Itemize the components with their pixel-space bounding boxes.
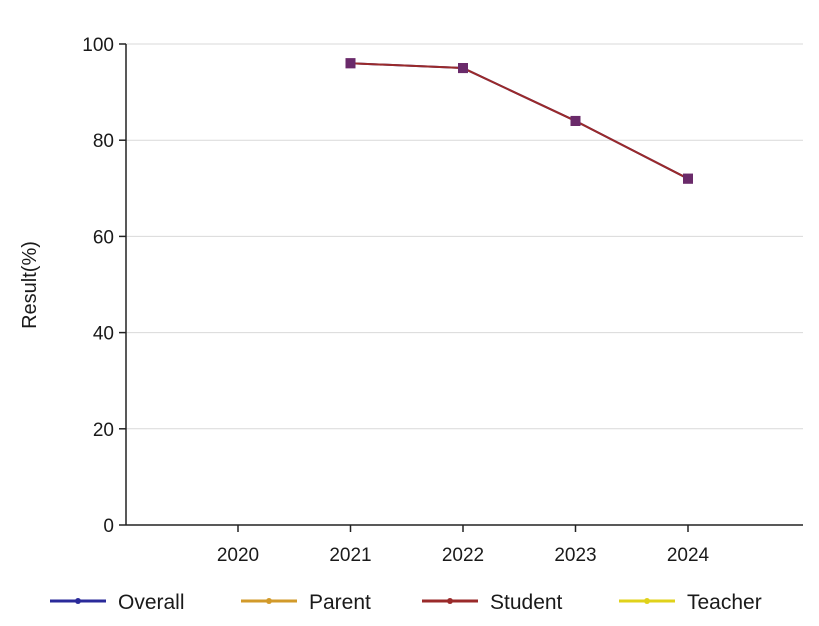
legend-label: Parent [309,591,371,614]
series-line-overall [350,62,689,180]
legend-swatch-marker [447,598,453,604]
axes [125,44,803,526]
y-axis-label: Result(%) [19,241,41,329]
y-tick-label: 20 [93,420,114,441]
x-tick-labels: 2020 2021 2022 2023 2024 [217,525,710,566]
data-point-student [683,173,693,184]
legend-label: Teacher [687,591,762,614]
series-lines [345,58,693,184]
y-tick-label: 80 [93,131,114,152]
legend-item-parent: Parent [241,591,371,614]
gridlines [126,43,803,430]
data-point-student [458,63,468,74]
y-tick-labels: 0 20 40 60 80 100 [82,35,126,537]
legend-label: Overall [118,591,185,614]
x-tick-label: 2021 [329,545,371,566]
x-tick-label: 2022 [442,545,484,566]
legend-swatch-marker [266,598,272,604]
series-line-student [350,62,689,180]
legend-item-teacher: Teacher [619,591,762,614]
legend-label: Student [490,591,563,614]
y-tick-label: 40 [93,324,114,345]
legend-item-overall: Overall [50,591,185,614]
legend-swatch-marker [644,598,650,604]
x-tick-label: 2023 [554,545,596,566]
y-tick-label: 60 [93,227,114,248]
legend-swatch-marker [75,598,81,604]
y-tick-label: 100 [82,35,114,56]
y-tick-label: 0 [103,516,114,537]
data-point-student [570,115,581,126]
data-point-student [345,58,356,69]
x-tick-label: 2024 [667,545,710,566]
legend-item-student: Student [422,591,563,614]
legend: Overall Parent Student Teacher [50,591,762,614]
x-tick-label: 2020 [217,545,259,566]
